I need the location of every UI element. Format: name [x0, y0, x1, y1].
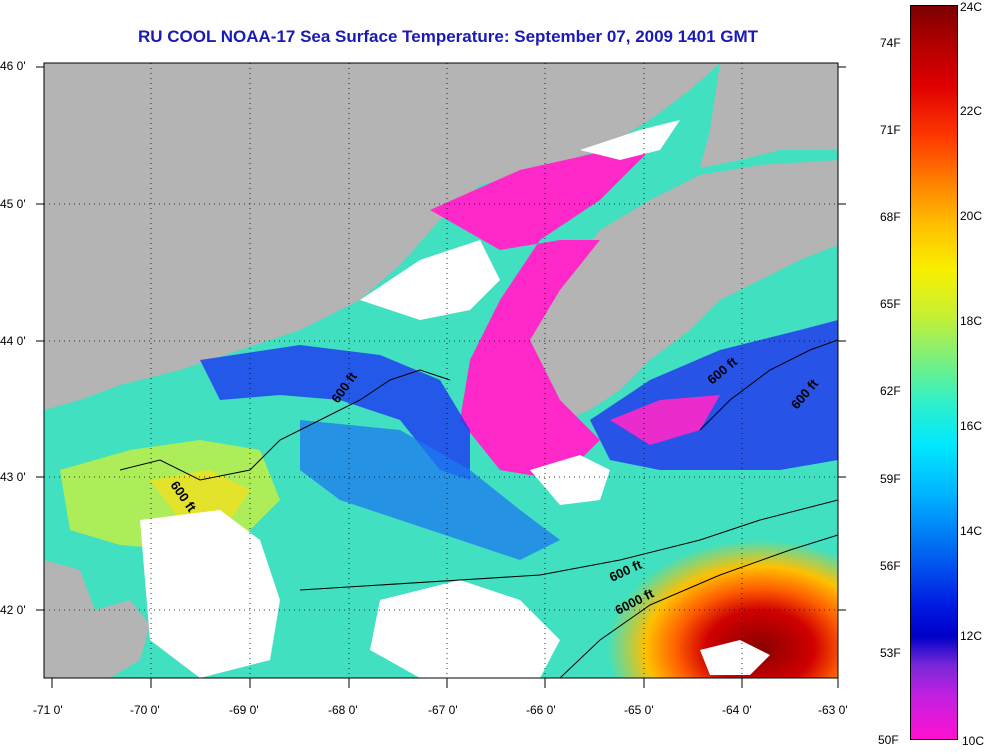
cloud-gulf-stream	[700, 640, 770, 675]
contour-600ft-south	[299, 499, 838, 591]
warm-yellow	[150, 470, 250, 520]
colorbar-c-label: 24C	[960, 0, 983, 14]
map-frame	[43, 62, 839, 679]
colorbar-f-label: 50F	[878, 733, 899, 747]
lon-label: -67 0'	[428, 703, 458, 717]
land-nova-scotia	[520, 160, 838, 420]
blue-basin	[300, 420, 560, 560]
cloud-north	[360, 240, 500, 320]
land-cape-cod	[44, 560, 150, 678]
contour-6000ft	[559, 534, 838, 678]
cold-magenta-east	[610, 395, 720, 445]
colorbar-c-label: 22C	[960, 104, 983, 118]
colorbar-c-label: 18C	[960, 314, 983, 328]
lon-label: -71 0'	[33, 703, 63, 717]
colorbar-f-label: 56F	[880, 559, 901, 573]
lat-label: 46 0'	[0, 59, 26, 73]
colorbar-c-label: 10C	[962, 734, 985, 748]
colorbar-c-label: 20C	[960, 209, 983, 223]
colorbar-f-label: 62F	[880, 384, 901, 398]
lon-label: -64 0'	[722, 703, 752, 717]
lat-axis: 46 0' 45 0' 44 0' 43 0' 42 0'	[0, 59, 846, 617]
cloud-south	[370, 580, 560, 678]
lon-axis: -71 0' -70 0' -69 0' -68 0' -67 0' -66 0…	[33, 678, 848, 717]
lon-label: -69 0'	[229, 703, 259, 717]
temperature-colorbar	[910, 5, 958, 740]
contour-600ft-east	[699, 339, 838, 431]
cold-blue-band	[200, 345, 470, 480]
colorbar-f-label: 65F	[880, 297, 901, 311]
lon-label: -70 0'	[130, 703, 160, 717]
colorbar-f-label: 71F	[880, 123, 901, 137]
cloud-east	[530, 455, 610, 505]
lon-label: -63 0'	[818, 703, 848, 717]
lon-label: -65 0'	[624, 703, 654, 717]
lon-label: -66 0'	[526, 703, 556, 717]
bathymetry-contours	[119, 339, 838, 678]
land-northeast	[700, 63, 838, 168]
colorbar-f-label: 59F	[880, 472, 901, 486]
colorbar-c-label: 14C	[960, 524, 983, 538]
lat-label: 42 0'	[0, 603, 26, 617]
colorbar-c-label: 16C	[960, 419, 983, 433]
colorbar-f-label: 74F	[880, 36, 901, 50]
land-maine	[44, 63, 720, 410]
colorbar-c-label: 12C	[960, 629, 983, 643]
lat-label: 43 0'	[0, 470, 26, 484]
lat-label: 44 0'	[0, 334, 26, 348]
lon-label: -68 0'	[328, 703, 358, 717]
contour-600ft-west	[119, 369, 451, 481]
gulf-stream-warm	[560, 480, 838, 678]
colorbar-f-label: 68F	[880, 210, 901, 224]
cloud-fundy	[580, 120, 680, 160]
colorbar-f-label: 53F	[880, 646, 901, 660]
lat-label: 45 0'	[0, 197, 26, 211]
cloud-southwest	[140, 510, 280, 678]
map-title: RU COOL NOAA-17 Sea Surface Temperature:…	[137, 27, 759, 46]
cold-fundy	[430, 140, 660, 480]
